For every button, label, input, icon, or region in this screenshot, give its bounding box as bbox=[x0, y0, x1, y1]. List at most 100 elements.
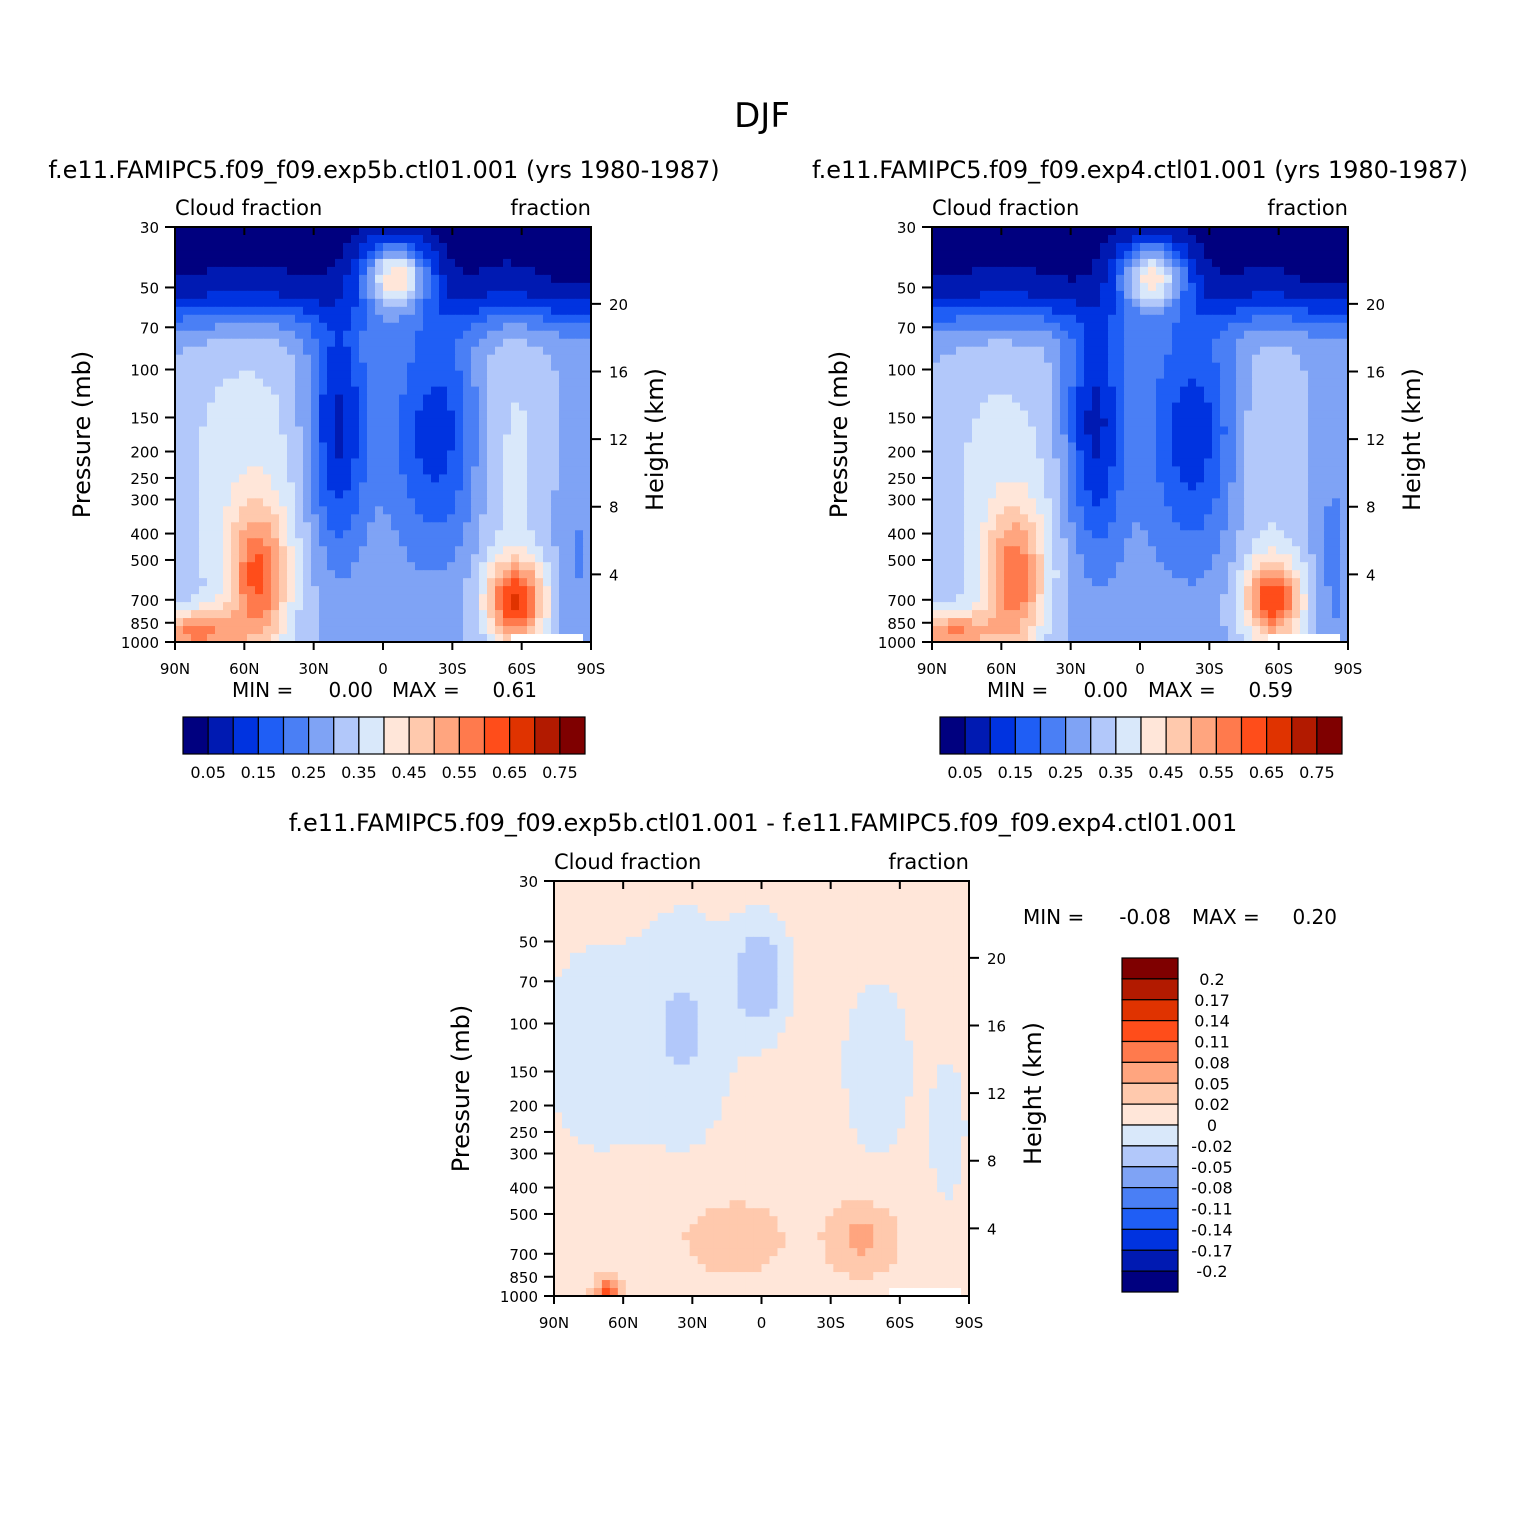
x-tick-label: 90N bbox=[160, 660, 190, 678]
field-cell bbox=[447, 298, 456, 308]
field-cell bbox=[559, 554, 568, 563]
field-cell bbox=[351, 514, 360, 523]
field-cell bbox=[535, 538, 544, 547]
field-cell bbox=[1020, 282, 1029, 292]
field-cell bbox=[1140, 298, 1149, 308]
field-cell bbox=[1100, 554, 1109, 563]
field-cell bbox=[1180, 298, 1189, 308]
field-cell bbox=[1044, 298, 1053, 308]
field-cell bbox=[1244, 346, 1253, 356]
field-cell bbox=[1268, 522, 1277, 531]
field-cell bbox=[575, 490, 584, 499]
field-cell bbox=[351, 466, 360, 475]
field-cell bbox=[567, 258, 576, 268]
field-cell bbox=[263, 298, 272, 308]
field-cell bbox=[551, 570, 560, 579]
field-cell bbox=[543, 314, 552, 324]
field-cell bbox=[231, 362, 240, 372]
field-cell bbox=[567, 266, 576, 276]
field-cell bbox=[1268, 482, 1277, 491]
field-cell bbox=[487, 378, 496, 388]
field-cell bbox=[215, 450, 224, 460]
field-cell bbox=[439, 266, 448, 276]
field-cell bbox=[383, 554, 392, 563]
field-cell bbox=[439, 354, 448, 364]
field-cell bbox=[415, 290, 424, 300]
field-cell bbox=[1228, 442, 1237, 452]
field-cell bbox=[287, 338, 296, 348]
field-cell bbox=[1060, 330, 1069, 340]
field-cell bbox=[399, 498, 408, 507]
field-cell bbox=[319, 538, 328, 547]
field-cell bbox=[287, 402, 296, 412]
field-cell bbox=[1220, 234, 1229, 244]
field-cell bbox=[1212, 314, 1221, 324]
field-cell bbox=[988, 450, 997, 460]
field-cell bbox=[431, 290, 440, 300]
field-cell bbox=[271, 546, 280, 555]
field-cell bbox=[1092, 362, 1101, 372]
field-cell bbox=[255, 562, 264, 571]
field-cell bbox=[1164, 458, 1173, 468]
field-cell bbox=[948, 402, 957, 412]
field-cell bbox=[1004, 354, 1013, 364]
field-cell bbox=[175, 578, 184, 587]
field-cell bbox=[1084, 498, 1093, 507]
field-cell bbox=[1236, 314, 1245, 324]
field-cell bbox=[535, 562, 544, 571]
field-cell bbox=[1044, 554, 1053, 563]
field-cell bbox=[996, 290, 1005, 300]
field-cell bbox=[415, 338, 424, 348]
field-cell bbox=[1012, 322, 1021, 332]
field-cell bbox=[263, 498, 272, 507]
field-cell bbox=[231, 274, 240, 284]
field-cell bbox=[519, 306, 528, 316]
field-cell bbox=[359, 594, 368, 603]
field-cell bbox=[239, 498, 248, 507]
field-cell bbox=[247, 386, 256, 396]
field-cell bbox=[239, 338, 248, 348]
field-cell bbox=[447, 346, 456, 356]
field-cell bbox=[399, 578, 408, 587]
field-cell bbox=[1332, 242, 1341, 252]
field-cell bbox=[367, 442, 376, 452]
field-cell bbox=[335, 378, 344, 388]
field-cell bbox=[463, 314, 472, 324]
field-cell bbox=[399, 586, 408, 595]
field-cell bbox=[1236, 266, 1245, 276]
field-cell bbox=[932, 498, 941, 507]
field-cell bbox=[351, 338, 360, 348]
field-cell bbox=[511, 434, 520, 444]
field-cell bbox=[1316, 306, 1325, 316]
field-cell bbox=[239, 634, 248, 643]
field-cell bbox=[471, 546, 480, 555]
field-cell bbox=[1028, 442, 1037, 452]
field-cell bbox=[543, 466, 552, 475]
field-cell bbox=[1316, 506, 1325, 515]
field-cell bbox=[1204, 434, 1213, 444]
field-cell bbox=[271, 506, 280, 515]
field-cell bbox=[1028, 434, 1037, 444]
field-cell bbox=[1340, 242, 1349, 252]
field-cell bbox=[463, 370, 472, 380]
field-cell bbox=[255, 242, 264, 252]
field-cell bbox=[199, 634, 208, 643]
field-cell bbox=[1172, 386, 1181, 396]
field-cell bbox=[1316, 514, 1325, 523]
field-cell bbox=[487, 354, 496, 364]
field-cell bbox=[1124, 434, 1133, 444]
field-cell bbox=[1268, 234, 1277, 244]
field-cell bbox=[1268, 362, 1277, 372]
field-cell bbox=[351, 362, 360, 372]
field-cell bbox=[964, 418, 973, 428]
field-cell bbox=[1300, 298, 1309, 308]
field-cell bbox=[1292, 338, 1301, 348]
field-cell bbox=[199, 538, 208, 547]
field-cell bbox=[351, 578, 360, 587]
field-cell bbox=[1148, 530, 1157, 539]
field-cell bbox=[1044, 426, 1053, 436]
field-cell bbox=[1004, 242, 1013, 252]
field-cell bbox=[1340, 362, 1349, 372]
field-cell bbox=[1188, 538, 1197, 547]
field-cell bbox=[375, 290, 384, 300]
